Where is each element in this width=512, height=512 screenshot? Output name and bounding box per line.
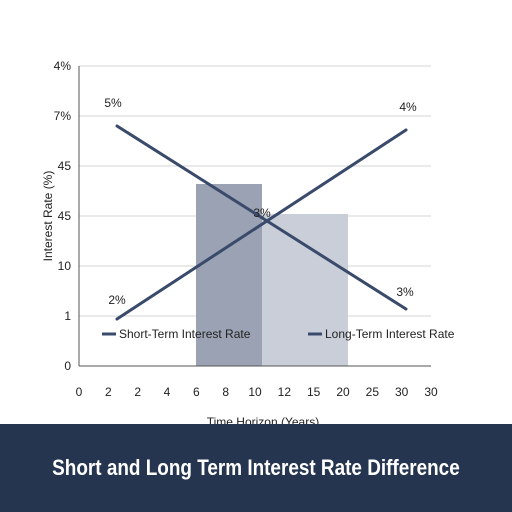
series-lines [115, 124, 408, 321]
y-tick-label: 1 [64, 309, 71, 323]
shaded-regions [196, 184, 348, 366]
chart: 5% 3% 2% 3% 4% 0 1 10 45 45 7% 4% 0 2 2 4 6 8 10 12 15 20 25 3… [41, 59, 455, 424]
y-tick-label: 10 [58, 259, 72, 273]
y-tick-label: 4% [54, 59, 72, 73]
x-tick-label: 25 [366, 385, 380, 399]
series-line-short-term [115, 124, 408, 311]
data-label-short-term: 5% [104, 96, 122, 110]
x-tick-label: 2 [134, 385, 141, 399]
x-tick-label: 30 [395, 385, 409, 399]
y-tick-label: 0 [64, 359, 71, 373]
legend-label-short-term: Short-Term Interest Rate [119, 327, 251, 341]
x-tick-label: 30 [424, 385, 438, 399]
x-tick-label: 12 [278, 385, 292, 399]
axes [78, 66, 431, 367]
legend-label-long-term: Long-Term Interest Rate [325, 327, 455, 341]
x-tick-label: 15 [307, 385, 321, 399]
y-tick-label: 45 [58, 159, 72, 173]
tick-labels: 0 1 10 45 45 7% 4% 0 2 2 4 6 8 10 12 15 20 25 30 30 [54, 59, 438, 399]
x-tick-label: 10 [248, 385, 262, 399]
x-tick-label: 6 [193, 385, 200, 399]
legend: Short-Term Interest Rate Long-Term Inter… [102, 327, 455, 341]
data-label-long-term: 4% [399, 100, 417, 114]
shaded-region-light [262, 214, 348, 366]
data-labels: 5% 3% 2% 3% 4% [104, 96, 417, 307]
shaded-region-dark [196, 184, 262, 366]
data-label-short-term: 3% [396, 285, 414, 299]
x-tick-label: 0 [76, 385, 83, 399]
y-axis-title: Interest Rate (%) [41, 171, 55, 262]
series-line-long-term [115, 128, 408, 321]
title-banner: Short and Long Term Interest Rate Differ… [0, 424, 512, 512]
x-axis-title: Time Horizon (Years) [207, 415, 319, 424]
data-label-long-term: 2% [108, 293, 126, 307]
x-tick-label: 20 [336, 385, 350, 399]
y-tick-label: 7% [54, 109, 72, 123]
data-label-long-term: 3% [253, 206, 271, 220]
x-tick-label: 4 [164, 385, 171, 399]
x-tick-label: 2 [105, 385, 112, 399]
chart-title: Short and Long Term Interest Rate Differ… [52, 455, 460, 480]
y-tick-label: 45 [58, 209, 72, 223]
x-tick-label: 8 [222, 385, 229, 399]
